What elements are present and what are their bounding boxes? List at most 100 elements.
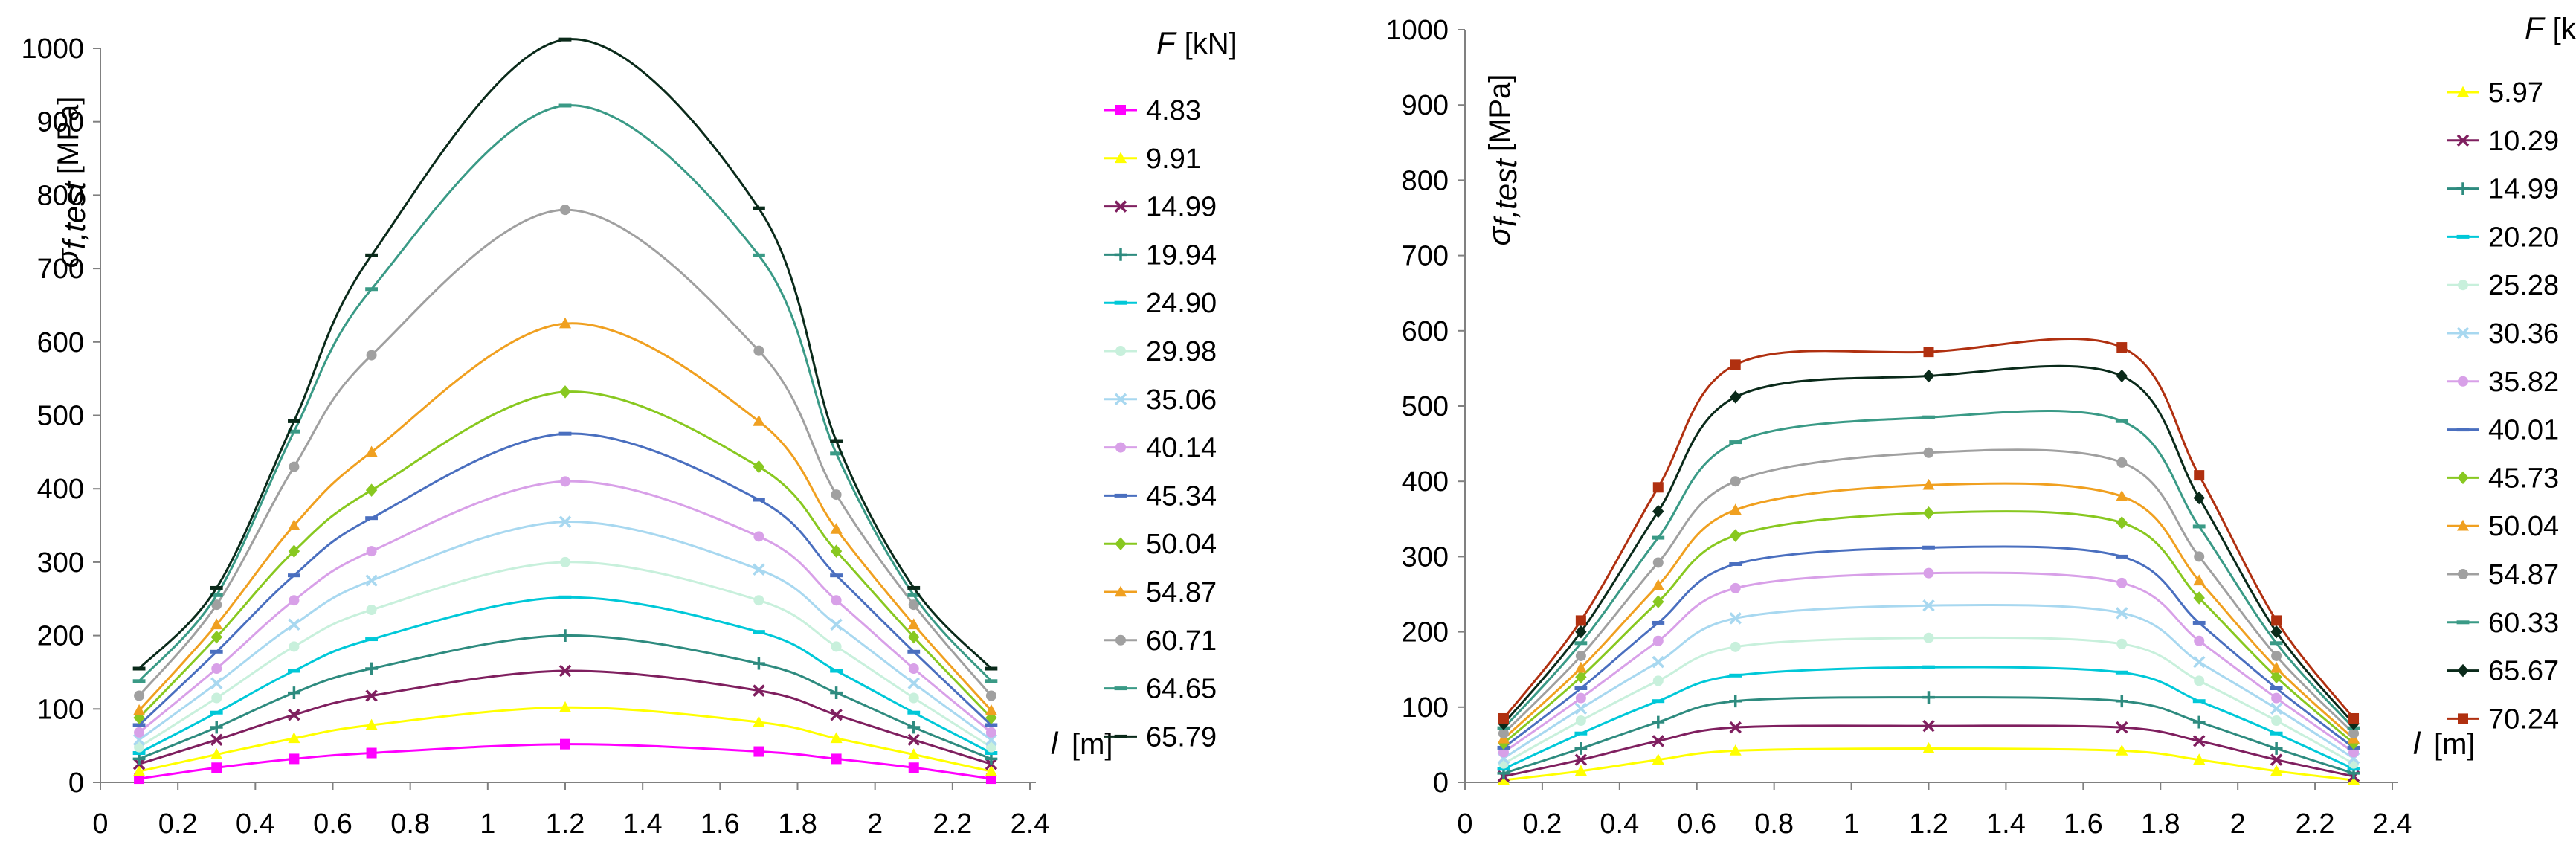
legend-label: 40.14: [1146, 433, 1217, 464]
data-point: [2192, 699, 2206, 704]
data-point: [1575, 692, 1586, 704]
data-point: [985, 690, 996, 701]
data-point: [907, 593, 921, 597]
data-point: [366, 605, 377, 616]
series-24.90: [132, 595, 998, 756]
legend-label: 45.34: [1146, 480, 1217, 512]
data-point: [1574, 731, 1588, 736]
data-point: [1922, 719, 1935, 733]
data-point: [1574, 753, 1588, 766]
data-point: [2115, 695, 2128, 708]
series-line: [138, 596, 992, 754]
data-point: [366, 350, 377, 361]
data-point: [1652, 579, 1664, 590]
legend-swatch-marker: [1114, 248, 1127, 261]
data-point: [211, 599, 222, 611]
y-axis-symbol: σ: [1481, 225, 1516, 245]
series-line: [1502, 448, 2355, 735]
legend-label: 70.24: [2488, 704, 2559, 735]
series-65.79: [132, 37, 998, 671]
y-tick-label: 800: [37, 180, 84, 211]
chart-panel-2: 0 100 200 300 400 500 600 700 800 900 1000 0 0.2 0.4 0…: [1385, 10, 2576, 840]
x-tick-label: 2.2: [933, 808, 972, 840]
data-point: [830, 544, 843, 558]
data-point: [985, 723, 998, 727]
data-point: [558, 701, 572, 712]
y-tick-label: 100: [1402, 692, 1449, 724]
data-point: [2347, 767, 2360, 771]
data-point: [830, 439, 843, 443]
data-point: [908, 663, 919, 675]
legend-label: 65.79: [1146, 721, 1217, 753]
legend-label: 14.99: [1146, 192, 1217, 223]
legend-item: 9.91: [1104, 144, 1201, 175]
data-point: [908, 762, 919, 773]
data-point: [134, 690, 145, 701]
legend-item: 10.29: [2447, 126, 2559, 157]
data-point: [134, 727, 145, 738]
data-point: [2194, 551, 2205, 562]
y-tick-label: 600: [37, 327, 84, 358]
legend-swatch-marker: [1114, 152, 1127, 164]
data-point: [2116, 607, 2128, 620]
y-tick-label: 400: [1402, 466, 1449, 498]
data-point: [907, 710, 921, 715]
data-point: [560, 556, 570, 567]
data-point: [2271, 715, 2282, 727]
data-point: [559, 385, 571, 399]
data-point: [560, 738, 570, 750]
data-point: [558, 37, 572, 42]
data-point: [210, 630, 222, 644]
data-point: [2116, 490, 2128, 501]
data-point: [908, 692, 919, 704]
data-point: [753, 206, 765, 210]
y-tick-label: 800: [1402, 165, 1449, 196]
data-point: [753, 715, 765, 727]
legend-item: 40.14: [1104, 433, 1217, 464]
y-tick-label: 900: [37, 107, 84, 138]
data-point: [558, 431, 572, 436]
legend-swatch-marker: [2458, 569, 2468, 579]
legend-item: 4.83: [1104, 95, 1201, 126]
data-point: [365, 574, 378, 587]
series-45.73: [1498, 506, 2360, 750]
data-point: [907, 585, 921, 590]
legend-title: F[kN]: [1156, 25, 1237, 60]
y-tick-label: 0: [68, 767, 84, 799]
data-point: [985, 727, 996, 738]
data-point: [1923, 567, 1934, 579]
legend-swatch-marker: [1114, 493, 1127, 498]
data-point: [831, 753, 842, 765]
legend-swatch-marker: [2456, 519, 2470, 531]
data-point: [2193, 753, 2206, 765]
data-point: [288, 669, 300, 673]
x-axis-unit: [m]: [2434, 728, 2476, 761]
series-54.87: [133, 317, 997, 715]
data-point: [1922, 599, 1935, 612]
y-tick-label: 300: [1402, 541, 1449, 573]
data-point: [1730, 476, 1741, 487]
data-point: [1574, 661, 1587, 673]
y-axis-unit: [MPa]: [1484, 74, 1516, 152]
data-point: [1652, 482, 1664, 493]
y-tick-label: 500: [1402, 391, 1449, 422]
data-point: [831, 489, 842, 501]
legend-swatch-marker: [1114, 734, 1127, 738]
data-point: [2270, 641, 2283, 646]
x-tick-label: 1.2: [1909, 808, 1948, 840]
legend-swatch-marker: [2456, 134, 2470, 147]
data-point: [830, 523, 843, 534]
data-point: [2115, 670, 2128, 675]
data-point: [210, 710, 223, 715]
data-point: [753, 563, 765, 576]
data-point: [2271, 692, 2282, 704]
data-point: [908, 599, 919, 611]
data-point: [753, 746, 764, 757]
legend-swatch-marker: [1114, 393, 1127, 406]
series-35.82: [1498, 567, 2360, 758]
legend-swatch-marker: [2456, 234, 2470, 239]
data-point: [1729, 721, 1742, 734]
data-point: [1575, 625, 1587, 639]
data-point: [2270, 753, 2283, 766]
